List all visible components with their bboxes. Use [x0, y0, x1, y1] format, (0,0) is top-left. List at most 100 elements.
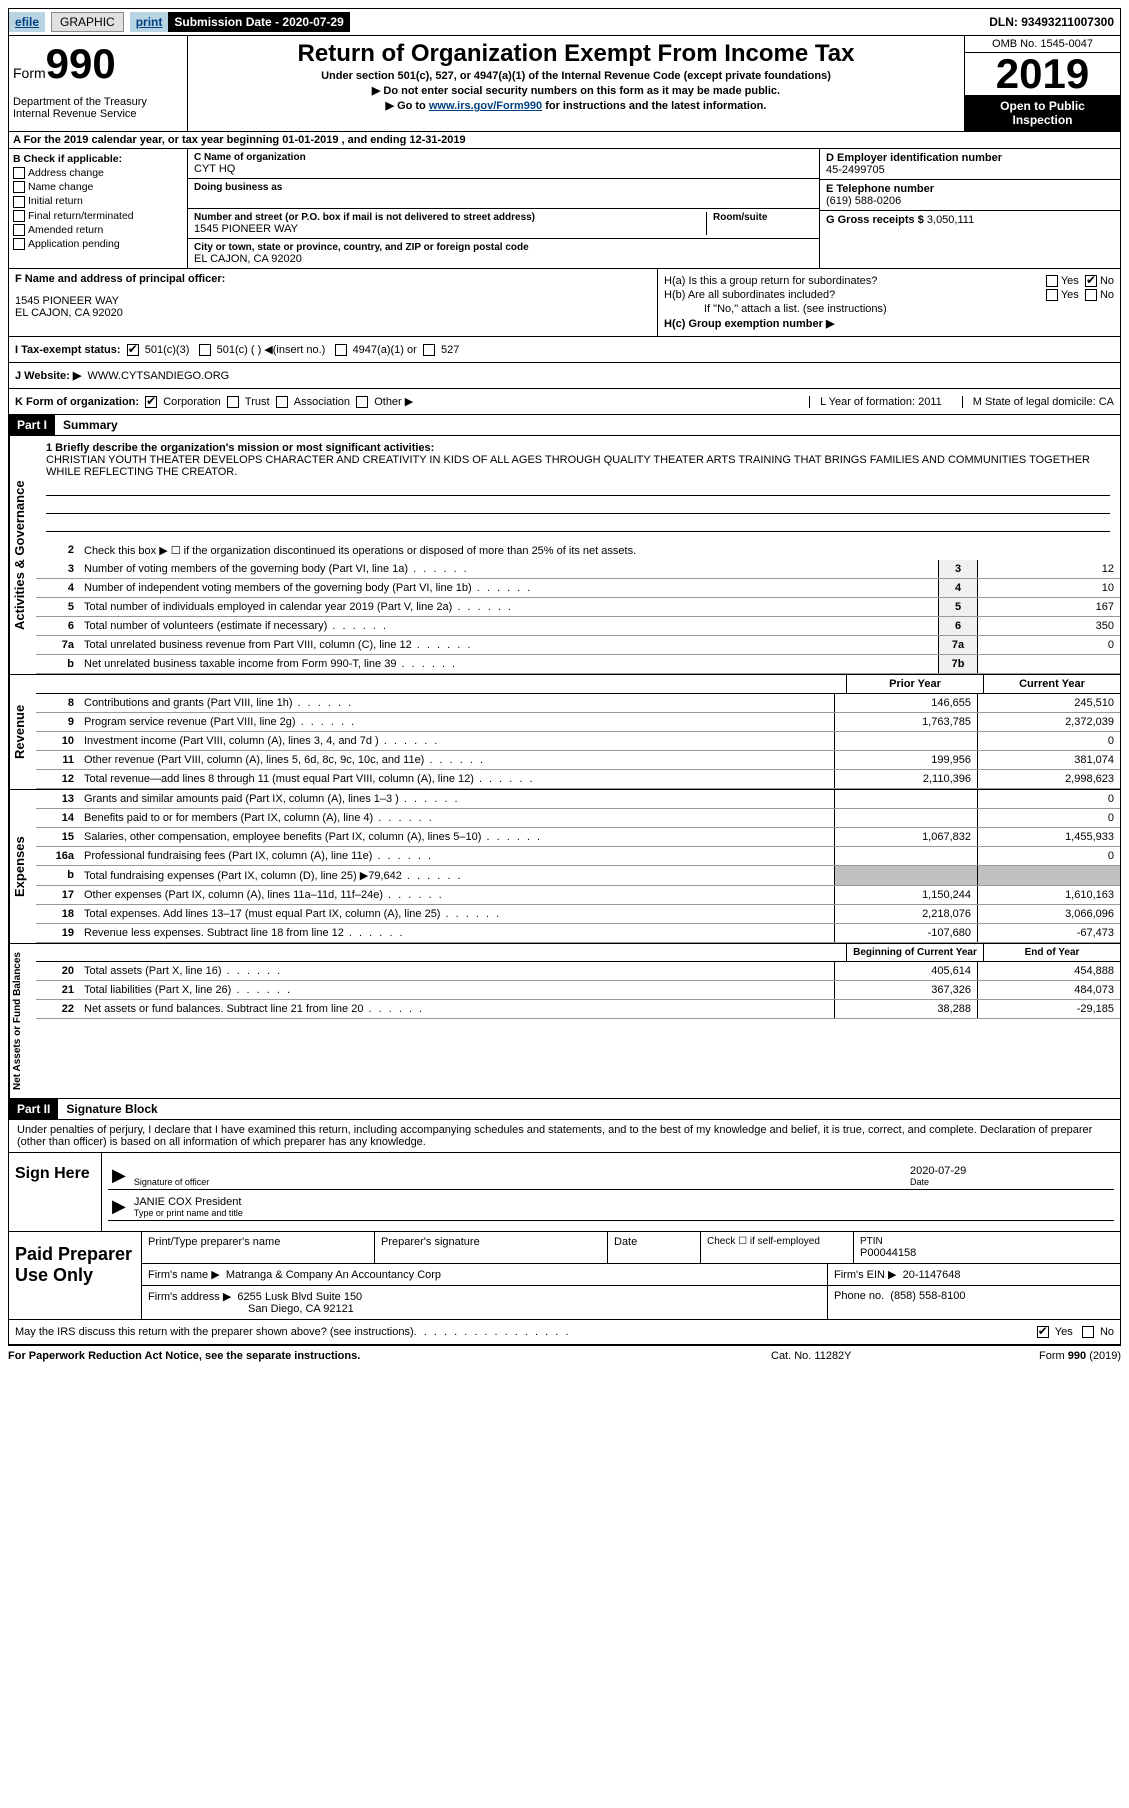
- table-row: 16aProfessional fundraising fees (Part I…: [36, 847, 1120, 866]
- officer-name: JANIE COX President: [134, 1196, 1110, 1208]
- signature-block: Under penalties of perjury, I declare th…: [8, 1120, 1121, 1232]
- chk-527[interactable]: [423, 344, 435, 356]
- h-c-label: H(c) Group exemption number ▶: [664, 317, 1114, 330]
- hb-yes[interactable]: [1046, 289, 1058, 301]
- city-label: City or town, state or province, country…: [194, 242, 813, 253]
- expenses-vert-label: Expenses: [9, 790, 36, 943]
- revenue-section: Revenue Prior Year Current Year 8Contrib…: [8, 675, 1121, 790]
- firm-phone: (858) 558-8100: [890, 1290, 965, 1302]
- ha-yes[interactable]: [1046, 275, 1058, 287]
- phone-label: Phone no.: [834, 1290, 884, 1302]
- table-row: 15Salaries, other compensation, employee…: [36, 828, 1120, 847]
- beg-year-hdr: Beginning of Current Year: [846, 944, 983, 961]
- chk-name-change[interactable]: [13, 181, 25, 193]
- website: WWW.CYTSANDIEGO.ORG: [87, 370, 229, 382]
- graphic-button[interactable]: GRAPHIC: [51, 12, 124, 32]
- ptin-value: P00044158: [860, 1247, 1114, 1259]
- hb-no[interactable]: [1085, 289, 1097, 301]
- telephone: (619) 588-0206: [826, 195, 1114, 207]
- j-label: J Website: ▶: [15, 369, 81, 382]
- firm-ein: 20-1147648: [903, 1269, 961, 1281]
- chk-501c[interactable]: [199, 344, 211, 356]
- chk-4947[interactable]: [335, 344, 347, 356]
- dba-label: Doing business as: [194, 182, 813, 193]
- discuss-row: May the IRS discuss this return with the…: [8, 1320, 1121, 1346]
- h-b-note: If "No," attach a list. (see instruction…: [664, 303, 1114, 315]
- header-bar: efile GRAPHIC print Submission Date - 20…: [8, 8, 1121, 36]
- table-row: 18Total expenses. Add lines 13–17 (must …: [36, 905, 1120, 924]
- preparer-left-label: Paid Preparer Use Only: [9, 1232, 142, 1319]
- chk-final-return[interactable]: [13, 210, 25, 222]
- print-link[interactable]: print: [130, 12, 169, 32]
- chk-corp[interactable]: [145, 396, 157, 408]
- efile-link[interactable]: efile: [9, 12, 45, 32]
- submission-date: Submission Date - 2020-07-29: [168, 12, 349, 32]
- table-row: 21Total liabilities (Part X, line 26)367…: [36, 981, 1120, 1000]
- chk-initial-return[interactable]: [13, 196, 25, 208]
- sign-date: 2020-07-29: [910, 1165, 1110, 1177]
- table-row: bNet unrelated business taxable income f…: [36, 655, 1120, 674]
- line-2: Check this box ▶ ☐ if the organization d…: [80, 541, 1120, 560]
- chk-501c3[interactable]: [127, 344, 139, 356]
- table-row: 10Investment income (Part VIII, column (…: [36, 732, 1120, 751]
- tax-exempt-row: I Tax-exempt status: 501(c)(3) 501(c) ( …: [8, 337, 1121, 363]
- chk-assoc[interactable]: [276, 396, 288, 408]
- end-year-hdr: End of Year: [983, 944, 1120, 961]
- footer-right: Form 990 (2019): [971, 1350, 1121, 1362]
- city-state-zip: EL CAJON, CA 92020: [194, 253, 813, 265]
- room-label: Room/suite: [713, 212, 813, 223]
- chk-other[interactable]: [356, 396, 368, 408]
- expenses-section: Expenses 13Grants and similar amounts pa…: [8, 790, 1121, 944]
- ha-no[interactable]: [1085, 275, 1097, 287]
- chk-trust[interactable]: [227, 396, 239, 408]
- website-row: J Website: ▶ WWW.CYTSANDIEGO.ORG: [8, 363, 1121, 389]
- date-label: Date: [910, 1177, 1110, 1187]
- preparer-block: Paid Preparer Use Only Print/Type prepar…: [8, 1232, 1121, 1320]
- sign-here-label: Sign Here: [9, 1153, 102, 1231]
- officer-addr2: EL CAJON, CA 92020: [15, 307, 651, 319]
- i-label: I Tax-exempt status:: [15, 344, 121, 356]
- title-block: Form990 Department of the Treasury Inter…: [8, 36, 1121, 132]
- discuss-yes[interactable]: [1037, 1326, 1049, 1338]
- h-a-label: H(a) Is this a group return for subordin…: [664, 275, 1046, 287]
- open-public: Open to PublicInspection: [965, 95, 1120, 131]
- chk-amended[interactable]: [13, 224, 25, 236]
- table-row: 3Number of voting members of the governi…: [36, 560, 1120, 579]
- discuss-no[interactable]: [1082, 1326, 1094, 1338]
- info-grid: B Check if applicable: Address change Na…: [8, 149, 1121, 269]
- table-row: 11Other revenue (Part VIII, column (A), …: [36, 751, 1120, 770]
- activities-section: Activities & Governance 1 Briefly descri…: [8, 436, 1121, 675]
- org-name: CYT HQ: [194, 163, 813, 175]
- l-year: L Year of formation: 2011: [809, 396, 942, 408]
- subtitle-1: Under section 501(c), 527, or 4947(a)(1)…: [196, 70, 956, 82]
- firm-addr-label: Firm's address ▶: [148, 1291, 231, 1303]
- prep-date-hdr: Date: [608, 1232, 701, 1263]
- table-row: bTotal fundraising expenses (Part IX, co…: [36, 866, 1120, 886]
- footer-mid: Cat. No. 11282Y: [771, 1350, 971, 1362]
- table-row: 8Contributions and grants (Part VIII, li…: [36, 694, 1120, 713]
- form-label: Form: [13, 65, 46, 81]
- part1-header: Part I Summary: [8, 415, 1121, 436]
- chk-app-pending[interactable]: [13, 238, 25, 250]
- section-b-label: B Check if applicable:: [13, 153, 183, 165]
- tax-year: 2019: [965, 53, 1120, 95]
- e-label: E Telephone number: [826, 183, 1114, 195]
- table-row: 13Grants and similar amounts paid (Part …: [36, 790, 1120, 809]
- main-title: Return of Organization Exempt From Incom…: [196, 40, 956, 68]
- ptin-label: PTIN: [860, 1236, 1114, 1247]
- mission-label: 1 Briefly describe the organization's mi…: [46, 442, 1110, 454]
- irs-link[interactable]: www.irs.gov/Form990: [429, 100, 542, 112]
- table-row: 5Total number of individuals employed in…: [36, 598, 1120, 617]
- discuss-question: May the IRS discuss this return with the…: [15, 1326, 414, 1338]
- table-row: 4Number of independent voting members of…: [36, 579, 1120, 598]
- gross-receipts: 3,050,111: [927, 214, 974, 226]
- prep-sig-hdr: Preparer's signature: [375, 1232, 608, 1263]
- table-row: 22Net assets or fund balances. Subtract …: [36, 1000, 1120, 1019]
- arrow-icon: ▶: [112, 1165, 126, 1187]
- h-b-label: H(b) Are all subordinates included?: [664, 289, 1046, 301]
- name-title-label: Type or print name and title: [134, 1208, 1110, 1218]
- footer: For Paperwork Reduction Act Notice, see …: [8, 1346, 1121, 1366]
- netassets-vert-label: Net Assets or Fund Balances: [9, 944, 36, 1098]
- chk-address-change[interactable]: [13, 167, 25, 179]
- mission-text: CHRISTIAN YOUTH THEATER DEVELOPS CHARACT…: [46, 454, 1110, 478]
